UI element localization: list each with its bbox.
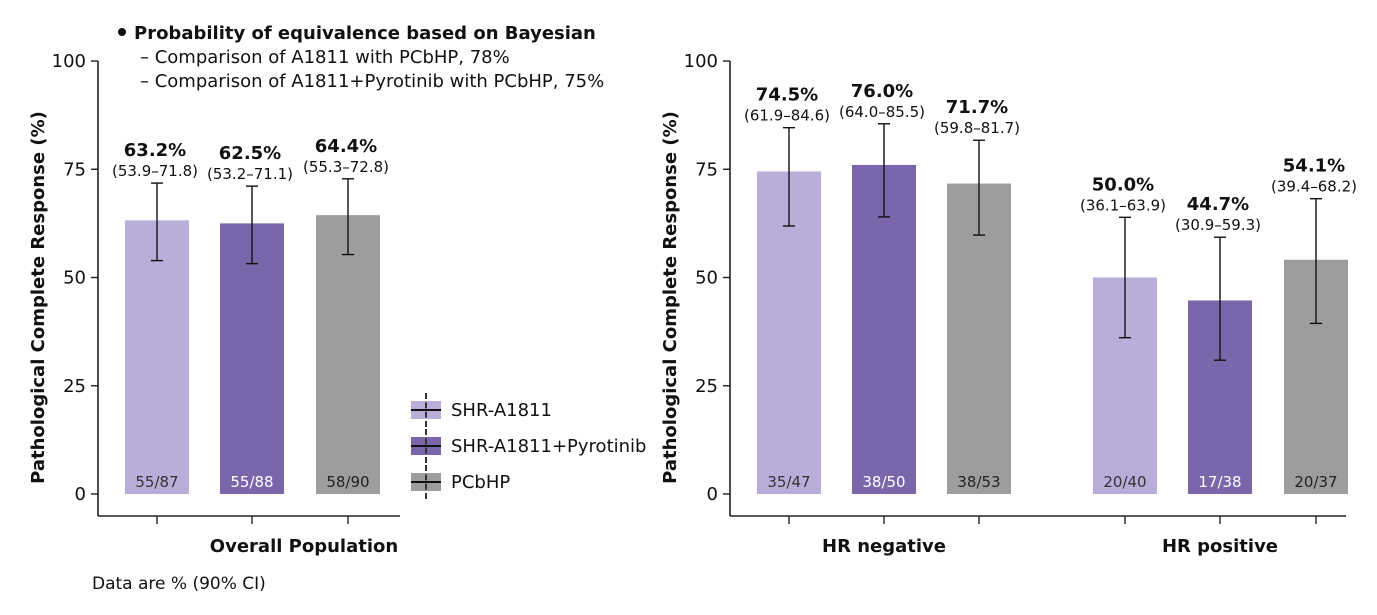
- legend-swatch-icon: [411, 393, 441, 427]
- value-label: 71.7%: [946, 97, 1008, 118]
- value-label: 64.4%: [315, 136, 377, 157]
- n-label: 38/50: [862, 473, 905, 491]
- value-label: 62.5%: [219, 143, 281, 164]
- value-label: 50.0%: [1092, 174, 1154, 195]
- n-label: 35/47: [767, 473, 810, 491]
- y-tick-label: 25: [63, 376, 86, 397]
- y-tick-label: 100: [684, 51, 718, 72]
- value-label: 54.1%: [1283, 156, 1345, 177]
- y-tick-label: 0: [707, 484, 718, 505]
- legend-swatch-icon: [411, 465, 441, 499]
- bullet-icon: [118, 28, 126, 36]
- legend-label: SHR-A1811: [451, 399, 552, 421]
- y-tick-label: 50: [695, 268, 718, 289]
- x-group-label: Overall Population: [210, 536, 398, 557]
- bayesian-line: – Comparison of A1811+Pyrotinib with PCb…: [140, 71, 605, 92]
- value-label: 44.7%: [1187, 194, 1249, 215]
- y-tick-label: 50: [63, 268, 86, 289]
- n-label: 58/90: [326, 473, 369, 491]
- legend-item-shr-a1811: SHR-A1811: [411, 392, 646, 428]
- legend-label: SHR-A1811+Pyrotinib: [451, 435, 647, 457]
- ci-label: (53.2–71.1): [207, 165, 293, 183]
- legend: SHR-A1811 SHR-A1811+Pyrotinib PCbHP: [411, 392, 646, 500]
- bar: [125, 220, 189, 494]
- y-tick-label: 75: [695, 159, 718, 180]
- legend-item-pcbhp: PCbHP: [411, 464, 646, 500]
- legend-item-shr-a1811-pyrotinib: SHR-A1811+Pyrotinib: [411, 428, 646, 464]
- bayesian-heading-text: Probability of equivalence based on Baye…: [134, 23, 596, 44]
- value-label: 76.0%: [851, 81, 913, 102]
- y-tick-label: 25: [695, 376, 718, 397]
- footnote: Data are % (90% CI): [92, 574, 266, 594]
- ci-label: (59.8–81.7): [934, 119, 1020, 137]
- ci-label: (53.9–71.8): [112, 162, 198, 180]
- bar: [316, 215, 380, 494]
- bayesian-line: – Comparison of A1811 with PCbHP, 78%: [140, 47, 510, 68]
- y-axis-title: Pathological Complete Response (%): [28, 111, 49, 484]
- y-axis-title: Pathological Complete Response (%): [660, 111, 681, 484]
- ci-label: (55.3–72.8): [303, 158, 389, 176]
- x-group-label: HR negative: [822, 536, 946, 557]
- y-tick-label: 100: [52, 51, 86, 72]
- ci-label: (61.9–84.6): [744, 107, 830, 125]
- n-label: 38/53: [957, 473, 1000, 491]
- value-label: 74.5%: [756, 85, 818, 106]
- n-label: 20/37: [1294, 473, 1337, 491]
- bar: [852, 164, 916, 495]
- value-label: 63.2%: [124, 140, 186, 161]
- n-label: 20/40: [1103, 473, 1146, 491]
- ci-label: (36.1–63.9): [1080, 196, 1166, 214]
- bayesian-note: Probability of equivalence based on Baye…: [118, 22, 604, 94]
- ci-label: (30.9–59.3): [1175, 216, 1261, 234]
- legend-swatch-icon: [411, 429, 441, 463]
- legend-label: PCbHP: [451, 471, 511, 493]
- y-tick-label: 75: [63, 159, 86, 180]
- x-group-label: HR positive: [1162, 536, 1278, 557]
- n-label: 55/88: [230, 473, 273, 491]
- ci-label: (64.0–85.5): [839, 103, 925, 121]
- y-tick-label: 0: [75, 484, 86, 505]
- bayesian-heading: Probability of equivalence based on Baye…: [118, 22, 604, 46]
- ci-label: (39.4–68.2): [1271, 178, 1357, 196]
- n-label: 55/87: [135, 473, 178, 491]
- bar: [220, 223, 284, 494]
- n-label: 17/38: [1198, 473, 1241, 491]
